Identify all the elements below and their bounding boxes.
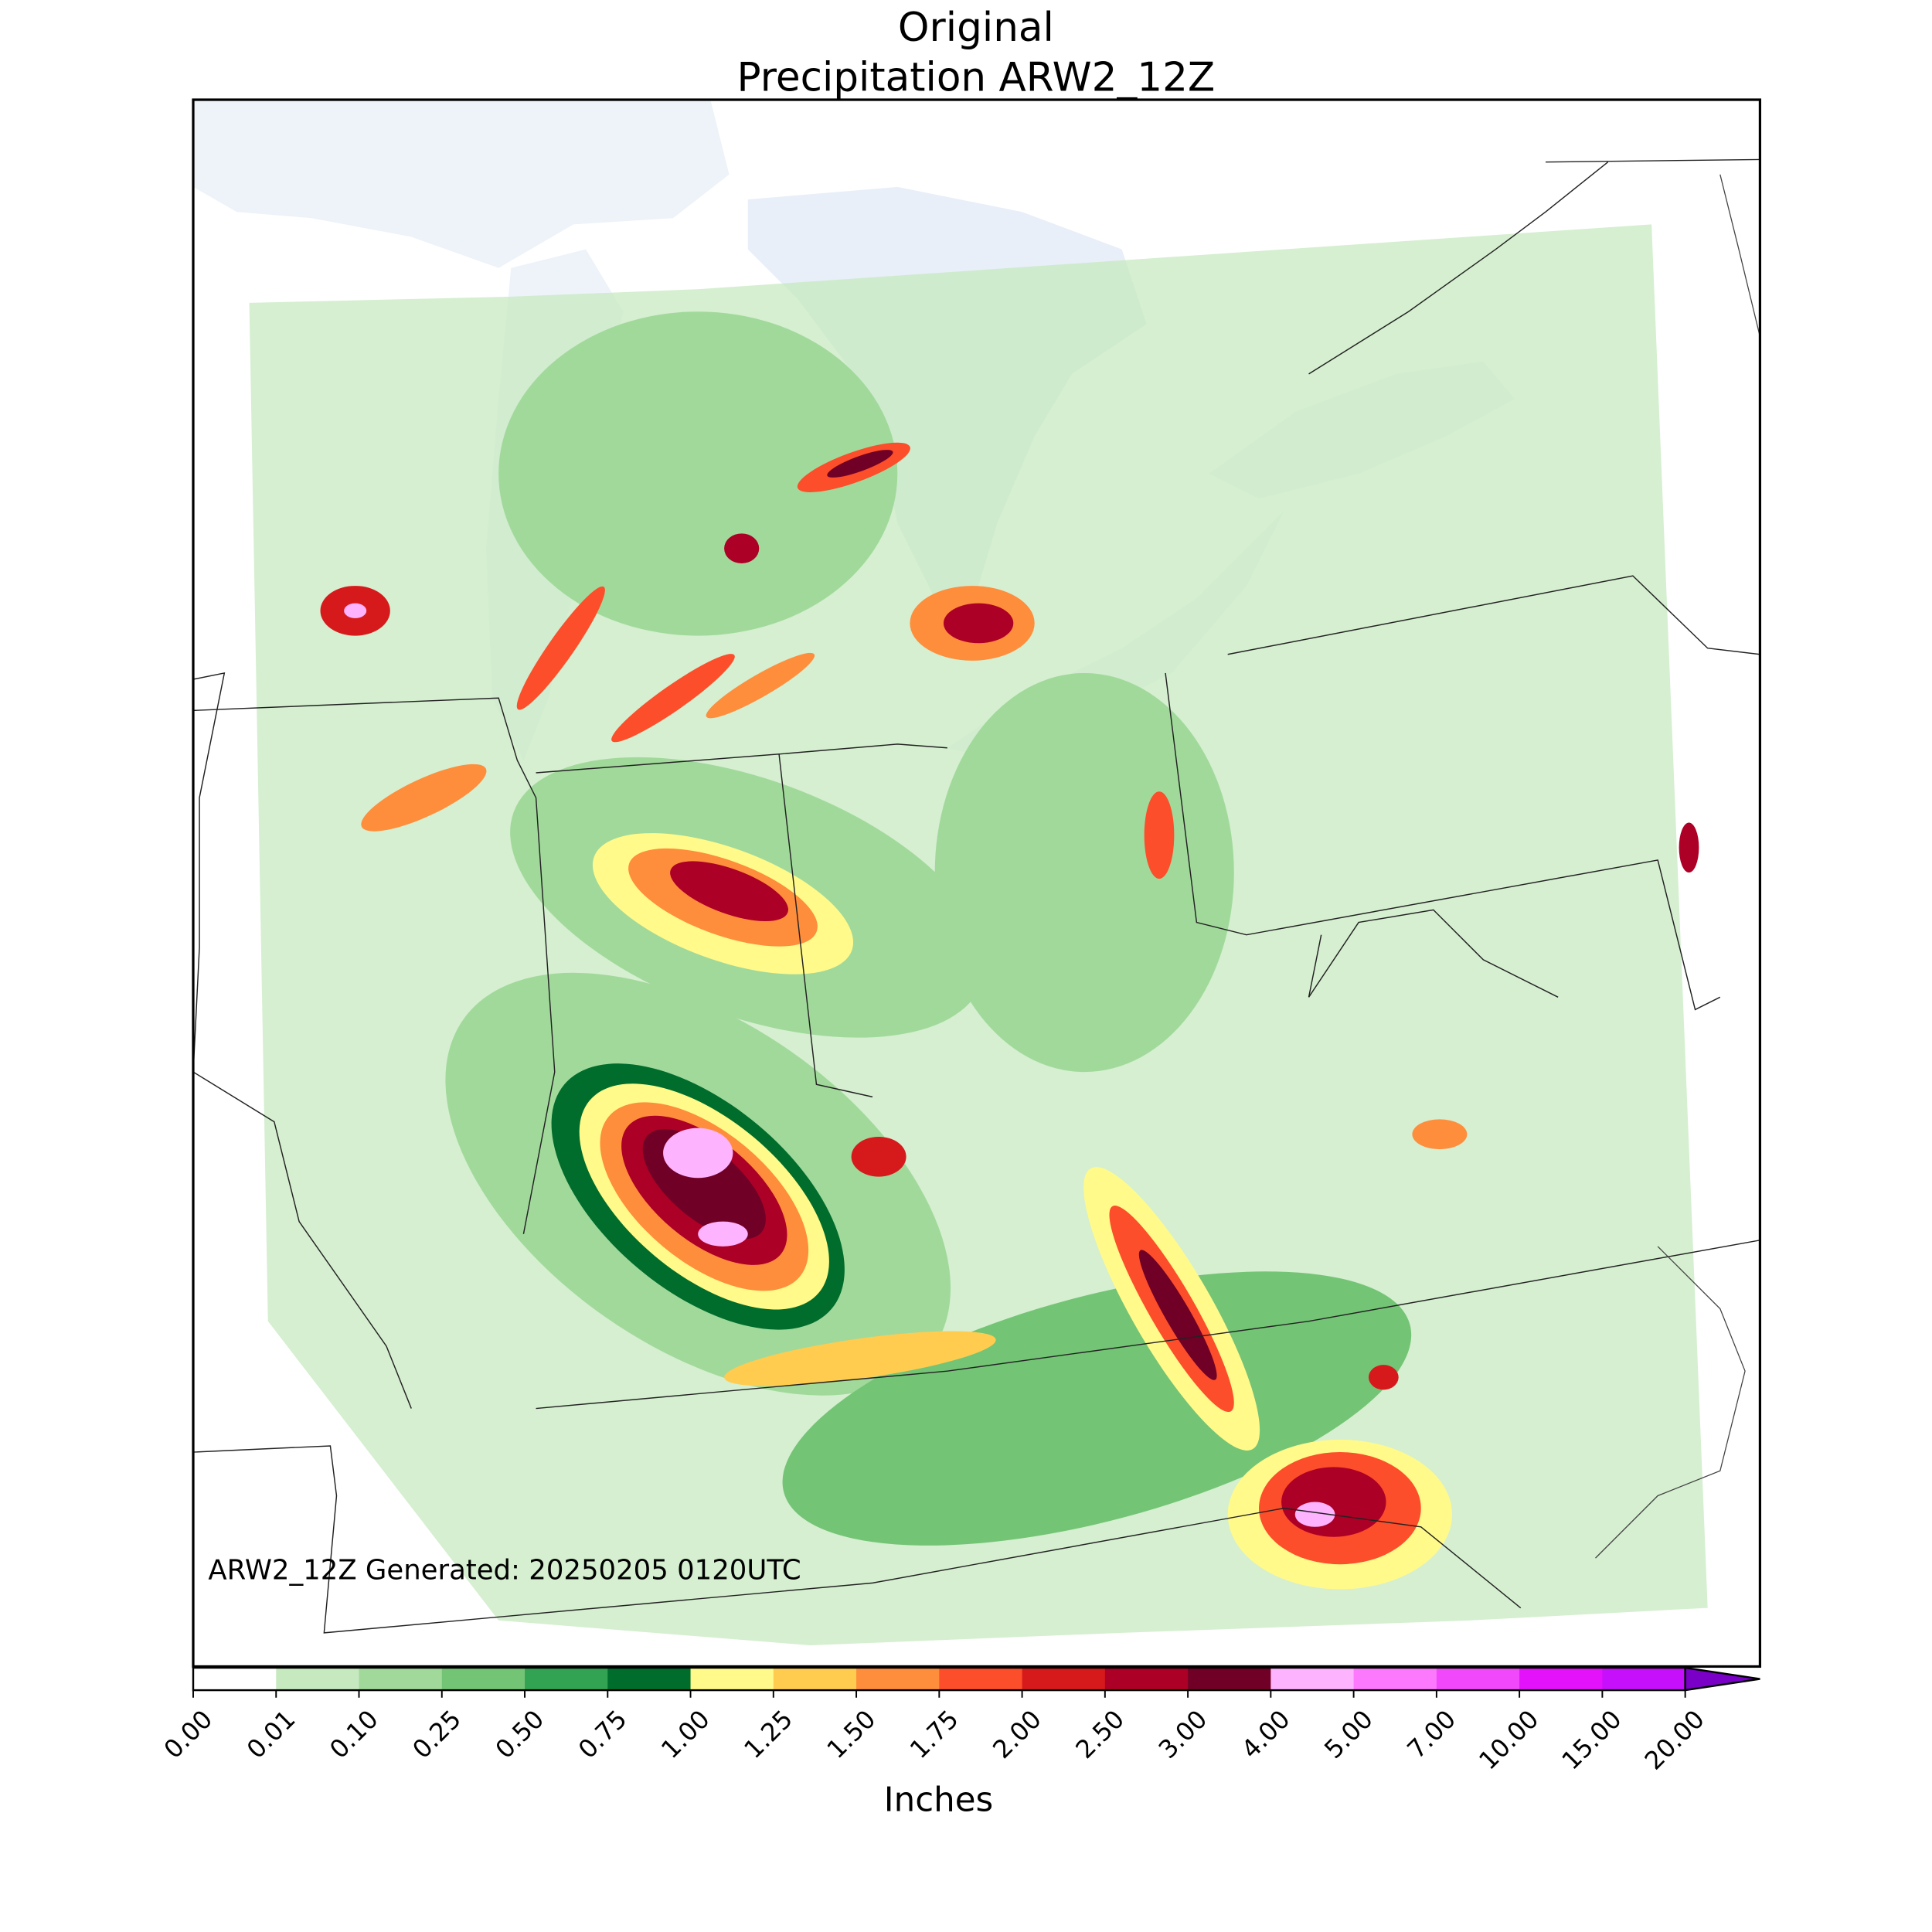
map-area [192,100,1760,1646]
colorbar-segment [607,1668,692,1691]
precip-area [1281,1467,1386,1537]
title-line1: Original [898,5,1054,51]
colorbar-segment [1188,1668,1272,1691]
precip-area [1144,791,1175,879]
colorbar-segment [1436,1668,1520,1691]
colorbar-tick-label: 3.00 [1153,1704,1213,1764]
colorbar-segment [193,1668,277,1691]
colorbar-segment [1022,1668,1106,1691]
colorbar-segment [939,1668,1023,1691]
colorbar-segment [1602,1668,1686,1691]
colorbar-segment [856,1668,940,1691]
colorbar-tick-label: 4.00 [1236,1704,1296,1764]
precip-area [1679,822,1699,873]
precip-area [670,861,788,922]
colorbar-segment [1104,1668,1189,1691]
precip-area [1368,1365,1399,1390]
colorbar-tick-label: 1.75 [904,1704,964,1764]
precip-area [851,1136,906,1177]
lake-superior [192,100,730,268]
colorbar-tick-label: 10.00 [1473,1704,1544,1775]
colorbar: 0.00 0.01 0.10 0.25 0.50 0.75 1.00 1.25 1.50 1.75… [158,1666,1760,1776]
precip-area [344,603,367,618]
precip-area [516,586,605,710]
colorbar-tick-label: 0.25 [406,1704,467,1764]
precip-area [706,652,815,719]
map-frame [192,98,1762,1668]
colorbar-tick-label: 5.00 [1318,1704,1379,1764]
precip-area [611,654,735,743]
precip-area [724,1331,996,1386]
precip-area [724,533,760,564]
precip-area [1138,1250,1217,1380]
precip-area [1294,1502,1335,1527]
colorbar-tick-label: 1.00 [655,1704,716,1764]
precip-area [498,311,898,636]
colorbar-tick-label: 0.10 [324,1704,384,1764]
colorbar-tick-label: 0.50 [490,1704,550,1764]
colorbar-tick-label: 0.01 [241,1704,301,1764]
precip-area [827,450,893,478]
colorbar-segment [773,1668,857,1691]
precip-area [1412,1119,1468,1150]
precip-area [663,1128,733,1179]
colorbar-segment [441,1668,526,1691]
colorbar-tick-label: 2.00 [987,1704,1047,1764]
colorbar-tick-label: 15.00 [1556,1704,1628,1775]
colorbar-tick-label: 0.00 [158,1704,219,1764]
colorbar-segment [359,1668,443,1691]
title-line2: Precipitation ARW2_12Z [737,55,1216,101]
colorbar-segment [1353,1668,1437,1691]
precip-area [943,603,1014,644]
precip-area [361,764,487,832]
annotation: ARW2_12Z Generated: 20250205 0120UTC [208,1555,801,1587]
colorbar-segment [276,1668,360,1691]
colorbar-tick-label: 2.50 [1070,1704,1130,1764]
colorbar-segment [1519,1668,1604,1691]
borders [192,158,1760,1634]
colorbar-segment [690,1668,774,1691]
colorbar-tick-label: 1.50 [821,1704,882,1764]
colorbar-tick-label: 0.75 [573,1704,633,1764]
precip-field [320,311,1699,1590]
colorbar-tick-label: 7.00 [1402,1704,1462,1764]
precip-area [782,1271,1412,1546]
precip-area [698,1221,748,1247]
colorbar-segment [1270,1668,1355,1691]
colorbar-label: Inches [884,1781,993,1820]
colorbar-segment [525,1668,609,1691]
colorbar-extension [1684,1666,1760,1692]
precip-area [934,672,1234,1073]
colorbar-tick-label: 20.00 [1639,1704,1710,1775]
colorbar-tick-label: 1.25 [738,1704,798,1764]
